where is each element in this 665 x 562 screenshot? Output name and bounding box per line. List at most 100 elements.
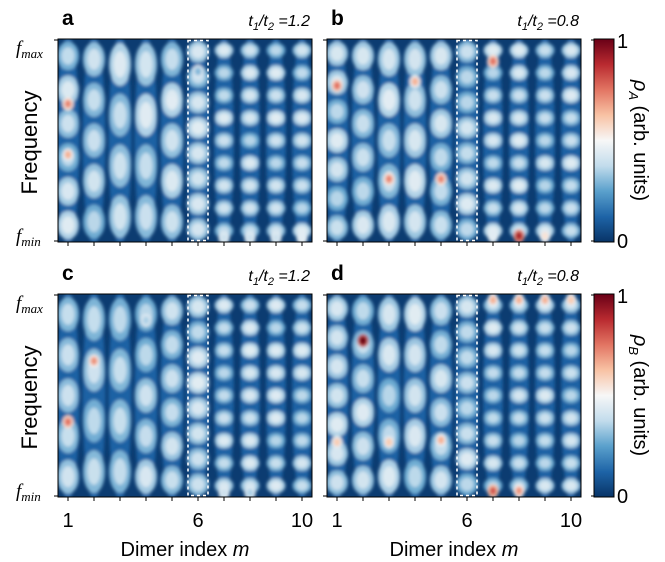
mode-blob-core — [296, 45, 308, 56]
mode-blob-core — [296, 203, 308, 213]
mode-blob-core — [244, 368, 256, 378]
mode-blob-core — [513, 323, 525, 333]
mode-blob-core — [296, 113, 308, 123]
mode-blob-core — [113, 458, 127, 485]
mode-blob-core — [139, 101, 153, 129]
panel-b — [323, 38, 582, 246]
x-tick-label: 10 — [560, 510, 582, 532]
mode-blob-core — [296, 390, 308, 401]
panel-frame — [326, 293, 582, 498]
mode-blob-core — [565, 113, 577, 123]
mode-blob-core — [270, 390, 282, 401]
mode-blob-core — [165, 471, 179, 489]
mode-blob-core — [296, 135, 308, 146]
mode-blob-core — [270, 68, 282, 78]
mode-blob-core — [191, 452, 205, 466]
mode-blob-core — [165, 335, 179, 354]
mode-blob-core — [513, 113, 525, 123]
mode-blob-core — [565, 480, 577, 491]
mode-blob-core — [487, 113, 499, 123]
mode-blob-core — [87, 306, 101, 333]
mode-blob-core — [487, 45, 499, 56]
mode-blob-core — [139, 466, 153, 488]
colorbar-top: 1 0 ρA (arb. units) — [591, 31, 651, 253]
mode-blob-core — [382, 211, 396, 233]
mode-blob-core — [434, 182, 448, 201]
mode-blob-core — [565, 90, 577, 101]
hot-spot-core — [567, 295, 575, 305]
x-axis-label: Dimer index m — [121, 539, 250, 561]
x-axis-label: Dimer index m — [390, 539, 519, 561]
hot-spot-core — [489, 231, 497, 241]
mode-blob-core — [513, 135, 525, 146]
column-haze-m4 — [134, 39, 158, 242]
colorbar-min-label: 0 — [617, 486, 628, 508]
hot-spot-core — [385, 437, 393, 447]
column-haze-m6 — [455, 39, 479, 242]
mode-blob-core — [218, 158, 230, 168]
ratio-label-d: t1/t2 =0.8 — [517, 268, 579, 288]
mode-blob-core — [539, 480, 551, 491]
mode-blob-core — [87, 129, 101, 152]
mode-blob-core — [61, 344, 75, 366]
mode-blob-core — [218, 135, 230, 146]
mode-blob-core — [218, 435, 230, 446]
mode-blob-core — [460, 197, 474, 211]
panel-c — [54, 293, 313, 501]
hot-spot-core — [359, 336, 367, 345]
mode-blob-core — [244, 390, 256, 401]
mode-blob-core — [460, 95, 474, 110]
hot-spot-core — [220, 233, 228, 242]
mode-blob-core — [218, 413, 230, 423]
hot-spot-core — [333, 437, 341, 447]
mode-blob-core — [270, 45, 282, 56]
mode-blob-core — [330, 329, 344, 346]
hot-spot-core — [64, 99, 72, 109]
mode-blob-core — [434, 471, 448, 489]
mode-blob-core — [356, 369, 370, 388]
mode-blob-core — [191, 376, 205, 390]
mode-blob-core — [218, 368, 230, 378]
mode-blob-core — [191, 401, 205, 415]
mode-blob-core — [565, 135, 577, 146]
colorbar-label: ρB (arb. units) — [626, 334, 651, 456]
column-haze-m2 — [82, 294, 106, 497]
mode-blob-core — [244, 90, 256, 101]
mode-blob-core — [191, 325, 205, 339]
mode-blob-core — [434, 216, 448, 234]
mode-blob-core — [61, 425, 75, 447]
x-tick-label: 6 — [461, 510, 472, 532]
hot-spot-core — [142, 316, 150, 325]
mode-blob-core — [539, 203, 551, 213]
mode-blob-core — [487, 368, 499, 378]
mode-blob-core — [487, 413, 499, 423]
mode-blob-core — [218, 458, 230, 468]
mode-blob-core — [244, 45, 256, 56]
mode-blob-core — [356, 403, 370, 422]
panel-frame — [326, 38, 582, 243]
mode-blob-core — [270, 435, 282, 446]
mode-blob-core — [487, 90, 499, 101]
x-tick-label: 1 — [62, 510, 73, 532]
mode-blob-core — [270, 300, 282, 311]
mode-blob-core — [244, 413, 256, 423]
mode-blob-core — [356, 148, 370, 167]
mode-blob-core — [191, 171, 205, 186]
column-haze-m3 — [108, 39, 132, 242]
mode-blob-core — [565, 203, 577, 213]
mode-blob-core — [487, 390, 499, 401]
mode-blob-core — [87, 170, 101, 192]
mode-blob-core — [87, 89, 101, 111]
mode-blob-core — [408, 344, 422, 366]
mode-blob-core — [296, 90, 308, 101]
y-tick-label-fmin: fmin — [16, 226, 41, 249]
mode-blob-core — [165, 211, 179, 233]
mode-blob-core — [113, 306, 127, 333]
hot-spot-core — [90, 356, 98, 366]
mode-blob-core — [270, 480, 282, 491]
mode-blob-core — [382, 303, 396, 325]
y-tick-label-fmax: fmax — [16, 293, 43, 316]
colorbar-min-label: 0 — [617, 231, 628, 253]
mode-blob-core — [356, 302, 370, 320]
